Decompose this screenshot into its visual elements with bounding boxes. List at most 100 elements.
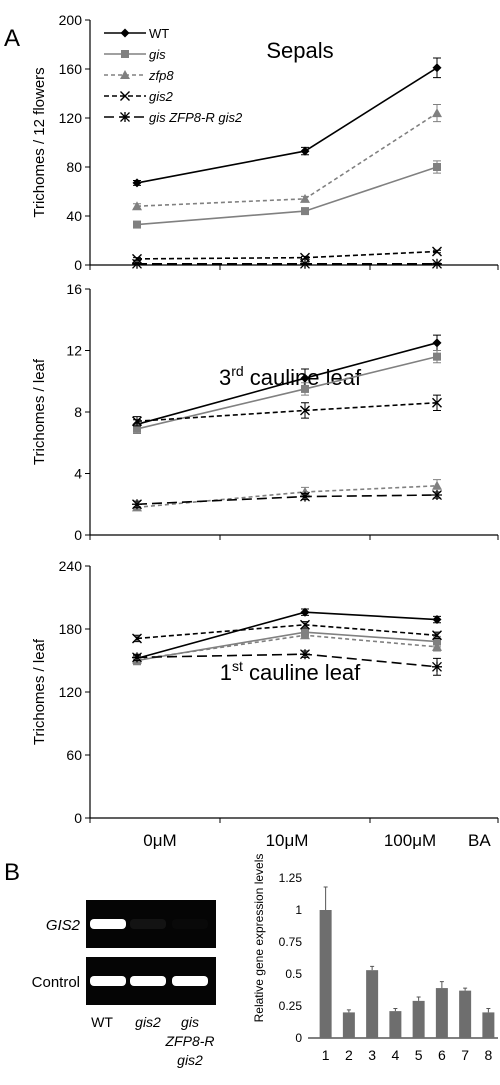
legend-label: gis2: [149, 89, 174, 104]
data-point: [300, 607, 310, 617]
panel-label-a: A: [4, 25, 20, 52]
x-axis-tick-labels: 0μM 10μM 100μM: [143, 831, 436, 850]
series-gis2: [132, 619, 442, 644]
error-bar: [463, 987, 468, 991]
y-tick-label: 120: [59, 110, 83, 126]
y-tick-label: 1: [295, 903, 302, 917]
legend-marker: [120, 28, 130, 38]
x-tick-label: 100μM: [384, 831, 436, 850]
x-tick-label: 2: [345, 1047, 353, 1063]
legend-label: gis: [149, 47, 166, 62]
y-tick-label: 0: [295, 1031, 302, 1045]
y-tick-label: 60: [66, 747, 82, 763]
y-tick-label: 16: [66, 281, 82, 297]
data-point: [432, 661, 442, 672]
bar: [435, 988, 448, 1038]
series-gis2: [132, 394, 442, 427]
data-point: [300, 146, 310, 156]
y-tick-label: 1.25: [279, 871, 303, 885]
data-point: [432, 63, 442, 73]
panel-label-b: B: [4, 859, 20, 886]
third-cauline-leaf-chart: 0 4 8 12 16 Trichomes / leaf 3rd cauline leaf: [31, 281, 499, 543]
x-tick-label: 3: [368, 1047, 376, 1063]
series-line: [136, 166, 438, 226]
series-line: [136, 623, 438, 640]
gel-lane-label: gis2: [177, 1052, 203, 1068]
data-point: [301, 384, 309, 393]
gel-lane-label: ZFP8-R: [165, 1033, 215, 1049]
gel-band: [90, 919, 126, 929]
first-cauline-leaf-chart: 0 60 120 180 240 Trichomes / leaf 1st cauline …: [31, 558, 499, 826]
legend-marker: [121, 50, 129, 58]
y-tick-label: 8: [74, 404, 82, 420]
data-point: [133, 424, 141, 433]
bar: [459, 990, 472, 1038]
bar: [412, 1000, 425, 1038]
data-point: [432, 480, 442, 490]
y-tick-label: 0: [74, 810, 82, 826]
gel-lane-label: gis: [181, 1014, 199, 1030]
chart-title: Sepals: [266, 38, 333, 63]
series-gis-zfp8-r-gis2: [132, 490, 442, 510]
series-zfp8: [132, 104, 442, 211]
y-tick-label: 240: [59, 558, 83, 574]
y-tick-label: 200: [59, 12, 83, 28]
data-point: [300, 373, 310, 383]
gel-band: [130, 976, 166, 986]
data-point: [300, 258, 310, 269]
y-tick-label: 0.5: [285, 967, 302, 981]
chart-title: 1st cauline leaf: [220, 658, 361, 685]
bar: [342, 1012, 355, 1038]
data-point: [432, 108, 442, 118]
data-point: [432, 258, 442, 269]
data-point: [300, 630, 310, 640]
data-point: [300, 619, 310, 630]
gel-band: [172, 976, 208, 986]
legend-label: zfp8: [148, 68, 174, 83]
x-tick-label: 5: [415, 1047, 423, 1063]
bar: [366, 970, 379, 1038]
x-tick-label: 8: [484, 1047, 492, 1063]
data-point: [432, 641, 442, 651]
y-tick-label: 0: [74, 527, 82, 543]
error-bar: [393, 1008, 398, 1012]
x-tick-label: 0μM: [143, 831, 176, 850]
series-line: [136, 112, 438, 207]
x-tick-label: 10μM: [266, 831, 309, 850]
x-tick-label: 7: [461, 1047, 469, 1063]
y-tick-label: 0.75: [279, 935, 303, 949]
data-point: [132, 258, 142, 269]
y-tick-label: 120: [59, 684, 83, 700]
data-point: [433, 163, 441, 171]
y-axis-label: Trichomes / leaf: [31, 638, 48, 745]
series-gis: [133, 160, 441, 229]
data-point: [132, 652, 142, 663]
series-gis2: [132, 246, 442, 264]
data-point: [432, 630, 442, 641]
data-point: [132, 178, 142, 188]
y-tick-label: 12: [66, 343, 82, 359]
error-bar: [323, 886, 328, 910]
legend-label: WT: [149, 26, 169, 41]
error-bar: [439, 981, 444, 989]
bar: [482, 1012, 495, 1038]
data-point: [300, 491, 310, 502]
y-tick-label: 80: [66, 159, 82, 175]
data-point: [433, 637, 441, 646]
data-point: [300, 649, 310, 660]
y-tick-label: 180: [59, 621, 83, 637]
x-tick-label: 1: [322, 1047, 330, 1063]
series-line: [136, 494, 438, 506]
legend-marker: [120, 112, 130, 122]
y-tick-label: 160: [59, 61, 83, 77]
chart-title: 3rd cauline leaf: [219, 363, 362, 390]
series-line: [136, 67, 438, 184]
data-point: [432, 246, 442, 257]
sepals-chart: 0 40 80 120 160 200 Trichomes / 12 flowers Sepa…: [31, 12, 499, 273]
data-point: [300, 193, 310, 203]
error-bar: [370, 965, 375, 971]
data-point: [432, 397, 442, 408]
data-point: [433, 352, 441, 361]
